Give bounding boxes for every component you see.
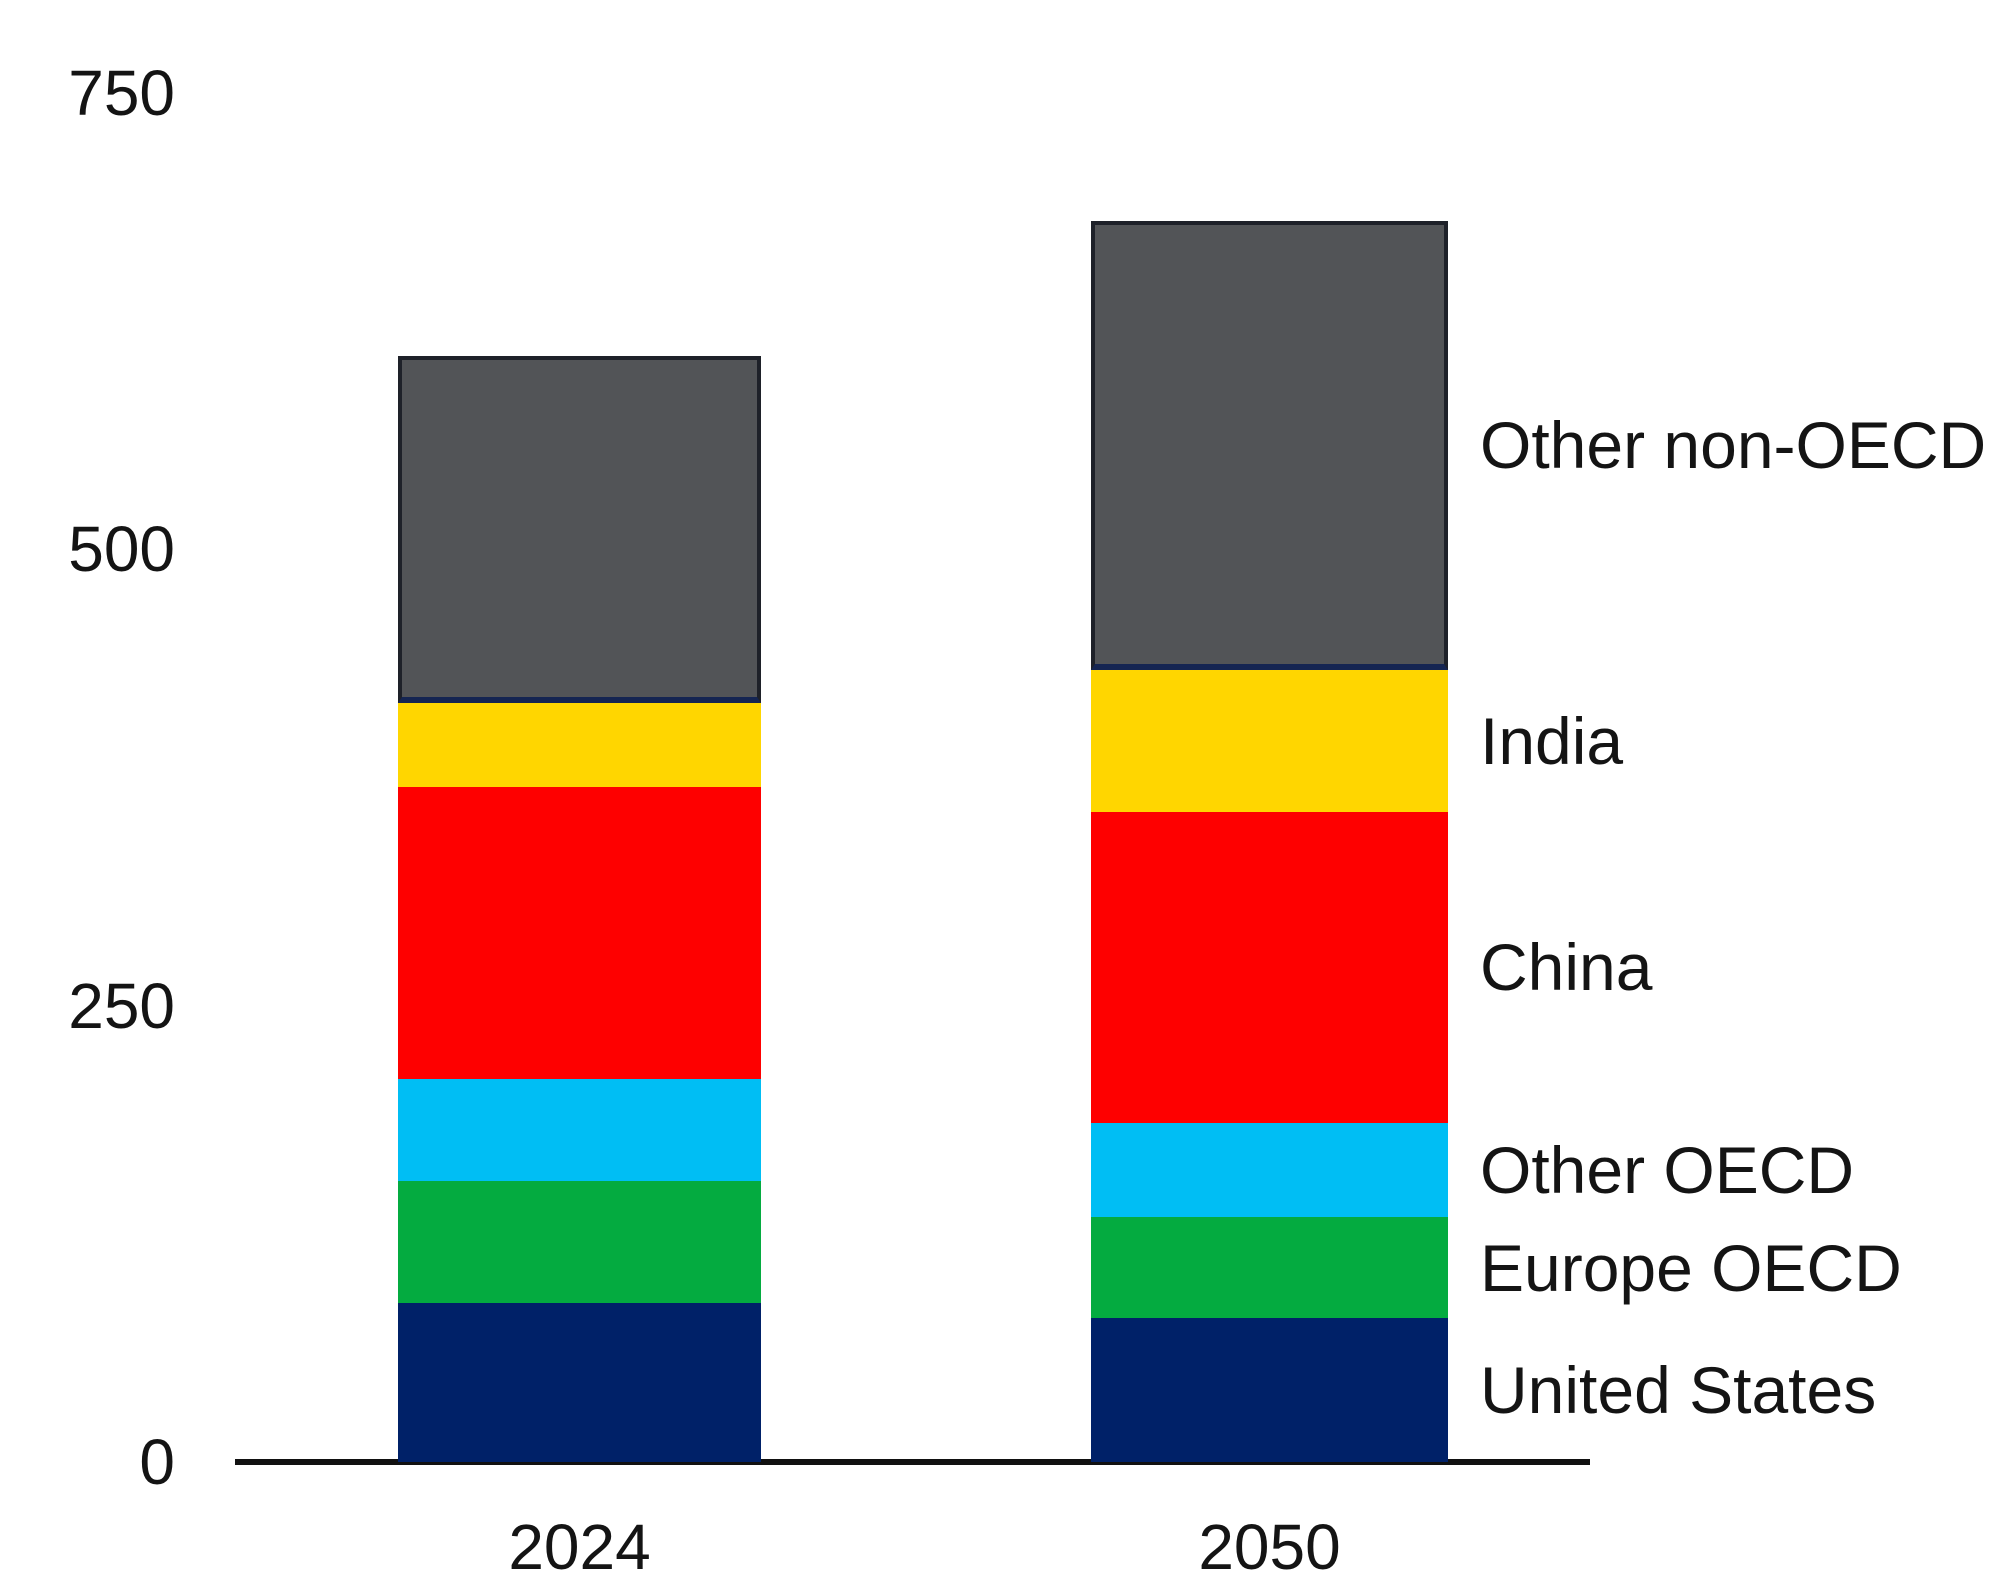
legend-label-other-oecd: Other OECD: [1480, 1132, 1855, 1207]
y-tick-label-250: 250: [68, 969, 175, 1042]
bar-2050-segment-europe-oecd: [1091, 1217, 1448, 1318]
bar-2050-segment-united-states: [1091, 1317, 1448, 1462]
legend-label-india: India: [1480, 704, 1624, 779]
x-category-label-2024: 2024: [508, 1511, 651, 1583]
bar-2024-segment-other-non-oecd: [398, 355, 761, 703]
bar-2024-segment-india: [398, 702, 761, 787]
bar-2024-segment-china: [398, 786, 761, 1079]
x-category-label-2050: 2050: [1198, 1511, 1341, 1583]
bar-2024-segment-europe-oecd: [398, 1180, 761, 1304]
legend-label-united-states: United States: [1480, 1352, 1877, 1427]
bar-2024-segment-other-oecd: [398, 1078, 761, 1181]
legend-label-china: China: [1480, 930, 1653, 1005]
x-axis-line: [235, 1459, 1590, 1465]
bar-2050-segment-india: [1091, 669, 1448, 813]
bar-2050-segment-china: [1091, 812, 1448, 1123]
y-tick-label-750: 750: [68, 57, 175, 130]
y-tick-label-500: 500: [68, 513, 175, 586]
legend-label-other-non-oecd: Other non-OECD: [1480, 408, 1987, 483]
bar-2050-segment-other-oecd: [1091, 1122, 1448, 1218]
y-tick-label-0: 0: [139, 1426, 175, 1498]
bar-2024-segment-united-states: [398, 1303, 761, 1462]
bar-2050-segment-other-non-oecd: [1091, 220, 1448, 670]
legend-label-europe-oecd: Europe OECD: [1480, 1230, 1902, 1305]
